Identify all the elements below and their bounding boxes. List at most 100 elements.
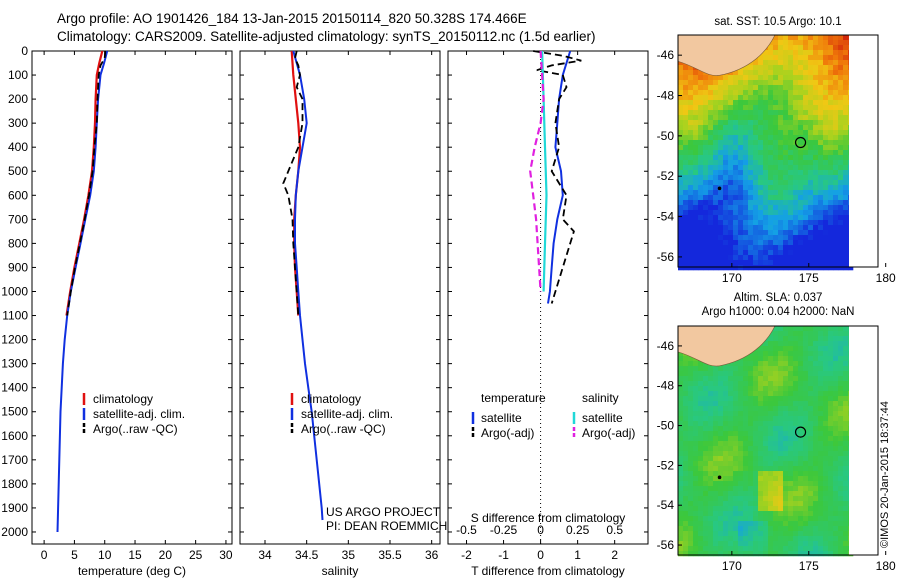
y-tick-label: 100	[8, 68, 28, 82]
map-y-tick-label: -46	[657, 48, 675, 62]
map-y-tick-label: -54	[657, 498, 675, 512]
x-tick-label: 20	[159, 548, 173, 562]
map-y-tick-label: -56	[657, 538, 675, 552]
float-position-marker	[794, 136, 807, 149]
legend-label: Argo(..raw -QC)	[93, 422, 178, 436]
map-y-tick-label: -50	[657, 419, 675, 433]
map-y-tick-label: -46	[657, 339, 675, 353]
x-axis-label: T difference from climatology	[471, 564, 625, 578]
map-y-tick-label: -56	[657, 250, 675, 264]
x-tick-label: 36	[425, 548, 439, 562]
series-line-1	[547, 50, 572, 304]
profile-panel-1: 0100200300400500600700800900100011001200…	[1, 44, 233, 578]
y-tick-label: 700	[8, 212, 28, 226]
map-y-tick-label: -52	[657, 458, 675, 472]
map-panel-1: -46 -48 -50 -52 -54 -56 170 175 180 sat. SST: 10.…	[657, 16, 896, 285]
map-field	[678, 35, 854, 271]
map-frame	[677, 34, 879, 268]
legend-label: Argo(-adj)	[582, 426, 635, 440]
credit-imos: ©IMOS 20-Jan-2015 18:37:44	[879, 401, 891, 548]
y-tick-label: 1100	[2, 309, 28, 323]
x-tick-label: -1	[498, 548, 509, 562]
series-line-3	[282, 50, 304, 316]
map-y-tick-label: -54	[657, 210, 675, 224]
y-tick-label: 1800	[1, 477, 28, 491]
y-tick-label: 1700	[1, 453, 28, 467]
map-blank	[849, 35, 878, 267]
x2-axis-label: S difference from climatology	[471, 511, 626, 525]
y-tick-label: 300	[8, 116, 28, 130]
x-tick-label: 25	[189, 548, 203, 562]
x-tick-label: -2	[461, 548, 472, 562]
island-marker	[717, 475, 722, 480]
figure-subtitle: Climatology: CARS2009. Satellite-adjuste…	[57, 29, 596, 44]
legend-label: satellite	[582, 411, 623, 425]
legend-label: satellite-adj. clim.	[93, 407, 185, 421]
x-tick-label: 0	[537, 548, 544, 562]
figure-title: Argo profile: AO 1901426_184 13-Jan-2015…	[57, 11, 527, 26]
map-panel-2: -46 -48 -50 -52 -54 -56 170 175 180 Altim. SLA: 0…	[657, 292, 896, 573]
legend-label: climatology	[93, 392, 153, 406]
series-line-3	[541, 50, 548, 292]
land-mass	[677, 34, 776, 76]
map-x-tick-label: 180	[876, 271, 896, 285]
y-tick-label: 900	[8, 260, 28, 274]
x-tick-label: 5	[71, 548, 78, 562]
y-tick-label: 0	[21, 44, 28, 58]
credit-project: US ARGO PROJECT	[326, 505, 441, 519]
credit-pi: PI: DEAN ROEMMICH	[326, 519, 447, 533]
legend-header: temperature	[481, 391, 546, 405]
series-line-3	[66, 50, 107, 316]
y-tick-label: 1600	[1, 429, 28, 443]
map-blank	[849, 326, 878, 555]
map-subtitle: Argo h1000: 0.04 h2000: NaN	[702, 306, 855, 318]
x2-tick-label: 0.25	[566, 523, 590, 537]
x-tick-label: 10	[98, 548, 112, 562]
map-y-tick-label: -48	[657, 89, 675, 103]
land-mass	[677, 325, 776, 367]
y-tick-label: 1300	[1, 357, 28, 371]
y-tick-label: 1400	[1, 381, 28, 395]
x-tick-label: 0	[41, 548, 48, 562]
profile-plots: 0100200300400500600700800900100011001200…	[1, 44, 649, 578]
legend-header: salinity	[582, 391, 619, 405]
series-line-2	[292, 50, 324, 521]
y-tick-label: 200	[8, 92, 28, 106]
x2-tick-label: -0.25	[490, 523, 518, 537]
series-line-4	[529, 50, 545, 292]
legend-label: Argo(-adj)	[481, 426, 534, 440]
plot-frame	[239, 50, 441, 545]
x-tick-label: 2	[611, 548, 618, 562]
profile-panel-3: -2 -1 0 1 2 -0.5 -0.25 0 0.25 0.5S difference fro…	[447, 50, 649, 578]
map-y-tick-label: -52	[657, 169, 675, 183]
map-x-tick-label: 170	[722, 559, 742, 573]
x2-tick-label: -0.5	[456, 523, 477, 537]
map-y-tick-label: -48	[657, 379, 675, 393]
x-tick-label: 35.5	[378, 548, 402, 562]
map-title: Altim. SLA: 0.037	[734, 292, 823, 304]
y-tick-label: 1000	[1, 284, 28, 298]
legend-label: Argo(..raw -QC)	[301, 422, 386, 436]
island-marker	[717, 186, 722, 191]
float-position-marker	[794, 426, 807, 438]
x2-tick-label: 0.5	[606, 523, 623, 537]
map-x-tick-label: 170	[722, 271, 742, 285]
map-x-tick-label: 175	[799, 271, 819, 285]
y-tick-label: 1200	[1, 333, 28, 347]
map-y-tick-label: -50	[657, 129, 675, 143]
x-tick-label: 15	[128, 548, 142, 562]
profile-panel-2: 34 34.5 35 35.5 36 salinity climatologysatelli…	[239, 50, 441, 578]
map-title: sat. SST: 10.5 Argo: 10.1	[714, 16, 841, 28]
x-tick-label: 34	[258, 548, 272, 562]
map-x-tick-label: 175	[799, 559, 819, 573]
x-tick-label: 35	[342, 548, 356, 562]
y-tick-label: 400	[8, 140, 28, 154]
x-axis-label: salinity	[322, 564, 359, 578]
legend-label: satellite-adj. clim.	[301, 407, 393, 421]
map-x-tick-label: 180	[876, 559, 896, 573]
x2-tick-label: 0	[537, 523, 544, 537]
x-tick-label: 30	[219, 548, 233, 562]
plot-frame	[31, 50, 233, 545]
y-tick-label: 500	[8, 164, 28, 178]
